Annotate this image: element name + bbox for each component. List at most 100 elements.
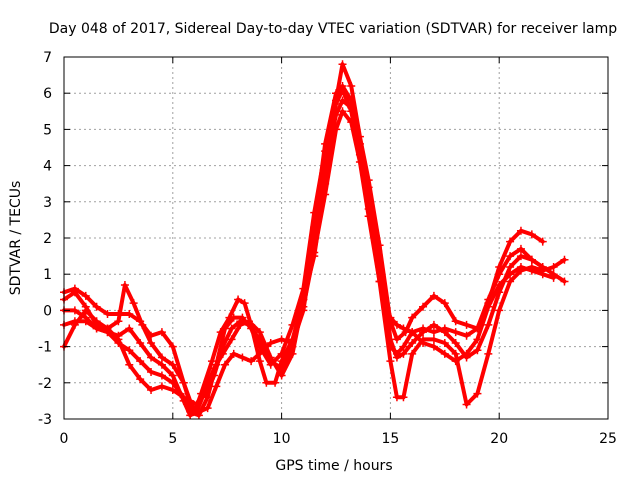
data-point xyxy=(81,302,90,311)
data-point xyxy=(136,338,145,347)
data-point xyxy=(157,360,166,369)
x-tick-label: 25 xyxy=(599,431,617,447)
data-point xyxy=(408,338,417,347)
data-point xyxy=(92,320,101,329)
x-tick-label: 0 xyxy=(60,431,69,447)
data-point xyxy=(440,324,449,333)
data-point xyxy=(103,324,112,333)
data-point xyxy=(120,281,129,290)
data-point xyxy=(247,357,256,366)
data-point xyxy=(347,107,356,116)
y-axis-label: SDTVAR / TECUs xyxy=(8,181,24,296)
data-point xyxy=(473,346,482,355)
data-point xyxy=(408,328,417,337)
data-point xyxy=(179,378,188,387)
data-point xyxy=(484,320,493,329)
data-point xyxy=(495,306,504,315)
data-point xyxy=(168,342,177,351)
data-point xyxy=(125,360,134,369)
data-point xyxy=(136,357,145,366)
data-point xyxy=(125,346,134,355)
data-point xyxy=(103,310,112,319)
data-point xyxy=(221,360,230,369)
data-point xyxy=(70,306,79,315)
data-point xyxy=(277,364,286,373)
x-tick-label: 15 xyxy=(381,431,399,447)
data-point xyxy=(516,262,525,271)
data-point xyxy=(386,357,395,366)
data-point xyxy=(212,382,221,391)
data-point xyxy=(157,371,166,380)
y-tick-label: 4 xyxy=(43,159,52,175)
axis-ticks: 0 5 10 15 20 25 -3 -2 -1 0 1 2 3 4 5 6 7 xyxy=(38,50,617,447)
data-point xyxy=(277,371,286,380)
data-point xyxy=(186,396,195,405)
data-point xyxy=(157,353,166,362)
data-point xyxy=(440,349,449,358)
data-point xyxy=(451,349,460,358)
chart-title: Day 048 of 2017, Sidereal Day-to-day VTE… xyxy=(49,21,617,37)
data-point xyxy=(125,324,134,333)
data-point xyxy=(255,357,264,366)
data-point xyxy=(484,349,493,358)
data-point xyxy=(408,313,417,322)
data-point xyxy=(462,331,471,340)
data-point xyxy=(506,252,515,261)
plot-area xyxy=(60,60,569,420)
data-point xyxy=(240,299,249,308)
data-point xyxy=(347,81,356,90)
data-point xyxy=(408,349,417,358)
data-point xyxy=(157,328,166,337)
data-point xyxy=(168,386,177,395)
data-point xyxy=(147,338,156,347)
data-point xyxy=(516,252,525,261)
y-tick-label: 5 xyxy=(43,122,52,138)
data-point xyxy=(375,277,384,286)
x-tick-label: 5 xyxy=(168,431,177,447)
data-point xyxy=(277,349,286,358)
x-tick-label: 20 xyxy=(490,431,508,447)
data-point xyxy=(203,404,212,413)
data-point xyxy=(321,190,330,199)
data-point xyxy=(451,328,460,337)
y-tick-label: 7 xyxy=(43,50,52,66)
data-point xyxy=(210,371,219,380)
data-point xyxy=(186,407,195,416)
data-point xyxy=(70,288,79,297)
data-point xyxy=(321,147,330,156)
data-point xyxy=(288,342,297,351)
data-point xyxy=(473,335,482,344)
data-point xyxy=(125,310,134,319)
data-point xyxy=(506,270,515,279)
data-point xyxy=(440,338,449,347)
data-point xyxy=(236,317,245,326)
x-axis-label: GPS time / hours xyxy=(275,458,392,474)
data-point xyxy=(462,320,471,329)
data-point xyxy=(147,353,156,362)
data-point xyxy=(168,378,177,387)
data-point xyxy=(451,357,460,366)
data-point xyxy=(495,270,504,279)
data-point xyxy=(310,208,319,217)
data-point xyxy=(310,248,319,257)
data-point xyxy=(266,338,275,347)
data-point xyxy=(168,360,177,369)
data-point xyxy=(495,281,504,290)
data-point xyxy=(81,291,90,300)
data-point xyxy=(194,411,203,420)
data-point xyxy=(506,237,515,246)
y-tick-label: -3 xyxy=(38,412,52,428)
data-point xyxy=(288,320,297,329)
data-point xyxy=(392,349,401,358)
data-point xyxy=(299,302,308,311)
data-point xyxy=(516,244,525,253)
data-point xyxy=(238,353,247,362)
series-trace xyxy=(62,84,545,418)
data-point xyxy=(332,100,340,109)
data-point xyxy=(538,237,547,246)
data-point xyxy=(255,335,264,344)
data-point xyxy=(168,371,177,380)
data-point xyxy=(271,378,280,387)
y-tick-label: -1 xyxy=(38,340,52,356)
